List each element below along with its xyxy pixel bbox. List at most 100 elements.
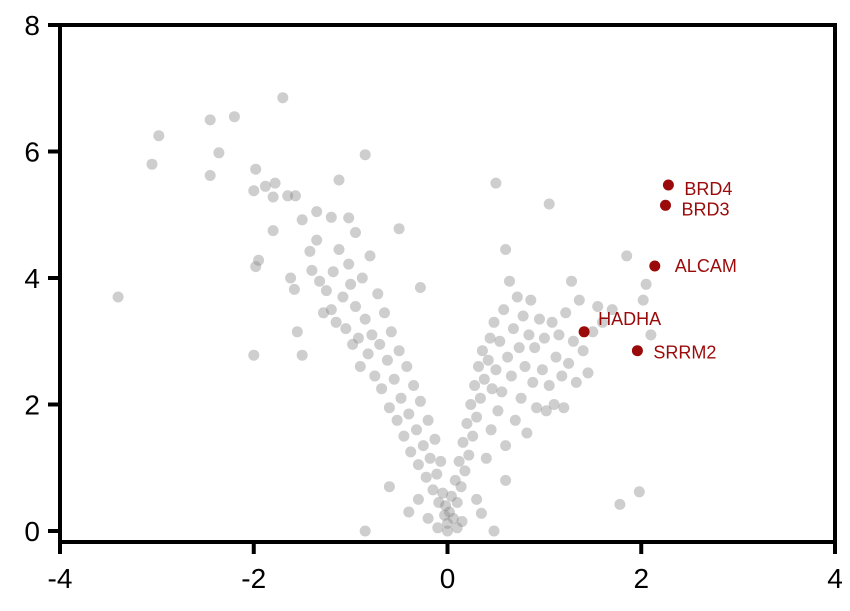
highlighted-point-alcam	[649, 260, 661, 272]
data-point	[327, 266, 339, 278]
data-point	[570, 376, 582, 388]
data-point	[424, 452, 436, 464]
data-point	[543, 198, 555, 210]
data-point	[546, 316, 558, 328]
highlighted-point-brd4	[662, 179, 674, 191]
data-point	[379, 307, 390, 319]
data-point	[228, 111, 240, 123]
x-tick-label: 0	[440, 563, 456, 594]
data-point	[385, 326, 397, 338]
data-point	[289, 190, 301, 202]
data-point	[320, 285, 332, 297]
y-tick-label: 4	[24, 263, 40, 294]
x-tick-label: 2	[633, 563, 649, 594]
data-point	[112, 291, 124, 303]
data-point	[433, 497, 445, 508]
data-point	[442, 525, 453, 537]
data-point	[412, 493, 424, 505]
data-point	[285, 272, 297, 284]
data-point	[517, 310, 529, 322]
data-point	[529, 342, 541, 354]
data-point	[567, 335, 579, 347]
data-point	[311, 206, 323, 218]
data-point	[475, 507, 487, 519]
data-point	[437, 487, 449, 499]
data-point	[645, 329, 657, 341]
data-point	[633, 486, 645, 498]
data-point	[525, 294, 537, 306]
data-point	[411, 424, 422, 436]
data-point	[480, 452, 492, 464]
data-point	[531, 402, 543, 414]
data-point	[314, 275, 326, 287]
data-point	[337, 291, 349, 303]
data-point	[288, 283, 300, 295]
data-point	[582, 367, 594, 379]
data-point	[282, 190, 294, 202]
data-point	[485, 424, 497, 436]
data-point	[577, 345, 589, 357]
data-point	[471, 493, 483, 505]
data-point	[521, 427, 533, 439]
data-point	[500, 440, 512, 452]
data-point	[451, 522, 463, 534]
data-point	[277, 92, 289, 104]
data-point	[403, 408, 415, 420]
data-point	[573, 294, 585, 306]
data-point	[269, 177, 281, 189]
data-point	[453, 455, 465, 467]
data-point	[471, 411, 483, 423]
data-point	[340, 323, 352, 335]
data-point	[417, 440, 429, 452]
data-point	[498, 304, 510, 316]
data-point	[474, 392, 486, 404]
data-point	[250, 163, 262, 175]
data-point	[527, 376, 539, 388]
highlighted-point-srrm2	[631, 345, 643, 357]
point-label-srrm2: SRRM2	[653, 343, 716, 363]
data-point	[333, 174, 345, 186]
data-point	[456, 516, 468, 527]
data-point	[259, 180, 271, 192]
data-point	[374, 338, 386, 350]
data-point	[248, 185, 260, 197]
highlighted-point-hadha	[578, 326, 590, 338]
data-point	[563, 357, 575, 369]
y-axis: 0 2 4 6 8	[24, 10, 60, 547]
data-point	[311, 234, 323, 246]
data-point	[372, 288, 384, 300]
data-point	[482, 354, 494, 366]
y-tick-label: 0	[24, 516, 40, 547]
data-point	[153, 130, 165, 142]
data-point	[492, 405, 504, 417]
data-point	[488, 525, 500, 537]
data-point	[515, 392, 527, 404]
data-point	[296, 349, 308, 361]
data-point	[467, 430, 479, 442]
data-point	[333, 244, 345, 255]
data-point	[359, 149, 371, 161]
data-point	[637, 294, 649, 306]
data-point	[318, 307, 329, 319]
data-point	[267, 191, 279, 203]
data-point	[507, 323, 519, 335]
data-point	[461, 418, 473, 429]
data-point	[356, 272, 368, 284]
data-point	[465, 399, 477, 410]
data-point	[534, 313, 545, 325]
data-point	[484, 332, 496, 344]
data-point	[398, 430, 410, 442]
data-point	[383, 402, 395, 414]
point-label-brd4: BRD4	[684, 179, 732, 199]
data-point	[393, 345, 405, 357]
data-point	[366, 329, 378, 341]
highlighted-points	[578, 179, 674, 357]
data-point	[500, 244, 512, 255]
data-point	[558, 402, 570, 414]
data-point	[345, 278, 357, 290]
data-point	[442, 517, 453, 529]
data-point	[469, 380, 481, 391]
data-point	[614, 498, 626, 510]
